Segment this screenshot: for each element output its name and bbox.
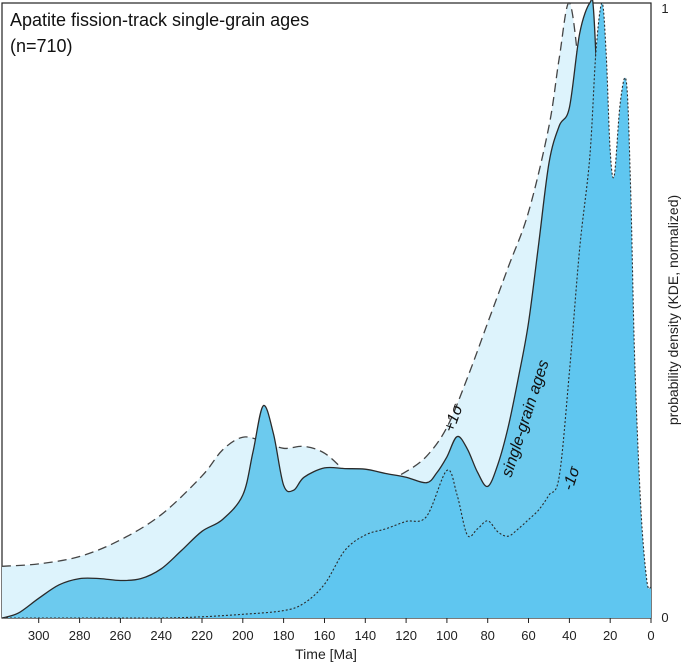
x-tick-label-300: 300 [28, 628, 50, 643]
line-single-grain-ages [1, 0, 652, 619]
x-tick-label-280: 280 [69, 628, 91, 643]
y-tick-label-top: 1 [661, 1, 668, 16]
x-tick-label-260: 260 [110, 628, 132, 643]
x-tick-label-120: 120 [395, 628, 417, 643]
x-tick-label-140: 140 [354, 628, 376, 643]
line-minus-1-sigma [2, 2, 652, 619]
area-minus-1-sigma [2, 3, 651, 619]
area-layer [1, 0, 652, 619]
x-tick-label-160: 160 [314, 628, 336, 643]
x-tick-label-60: 60 [521, 628, 535, 643]
x-tick-label-200: 200 [232, 628, 254, 643]
annotation-minus-1-sigma: -1σ [560, 463, 584, 492]
x-tick-label-220: 220 [191, 628, 213, 643]
x-tick-label-180: 180 [273, 628, 295, 643]
area-plus-1-sigma [2, 2, 651, 619]
x-tick-label-240: 240 [150, 628, 172, 643]
y-tick-label-bottom: 0 [661, 610, 668, 625]
x-axis-label: Time [Ma] [295, 646, 357, 662]
x-tick-layer: 300 280 260 240 220 200 180 160 140 120 100 80 60 40 2… [28, 618, 655, 643]
x-tick-label-100: 100 [436, 628, 458, 643]
chart-title: Apatite fission-track single-grain ages [10, 10, 309, 30]
x-tick-label-20: 20 [603, 628, 617, 643]
x-tick-label-0: 0 [647, 628, 654, 643]
y-axis-label: probability density (KDE, normalized) [665, 195, 681, 425]
chart-subtitle: (n=710) [10, 36, 73, 56]
x-tick-label-40: 40 [562, 628, 576, 643]
x-tick-label-80: 80 [480, 628, 494, 643]
